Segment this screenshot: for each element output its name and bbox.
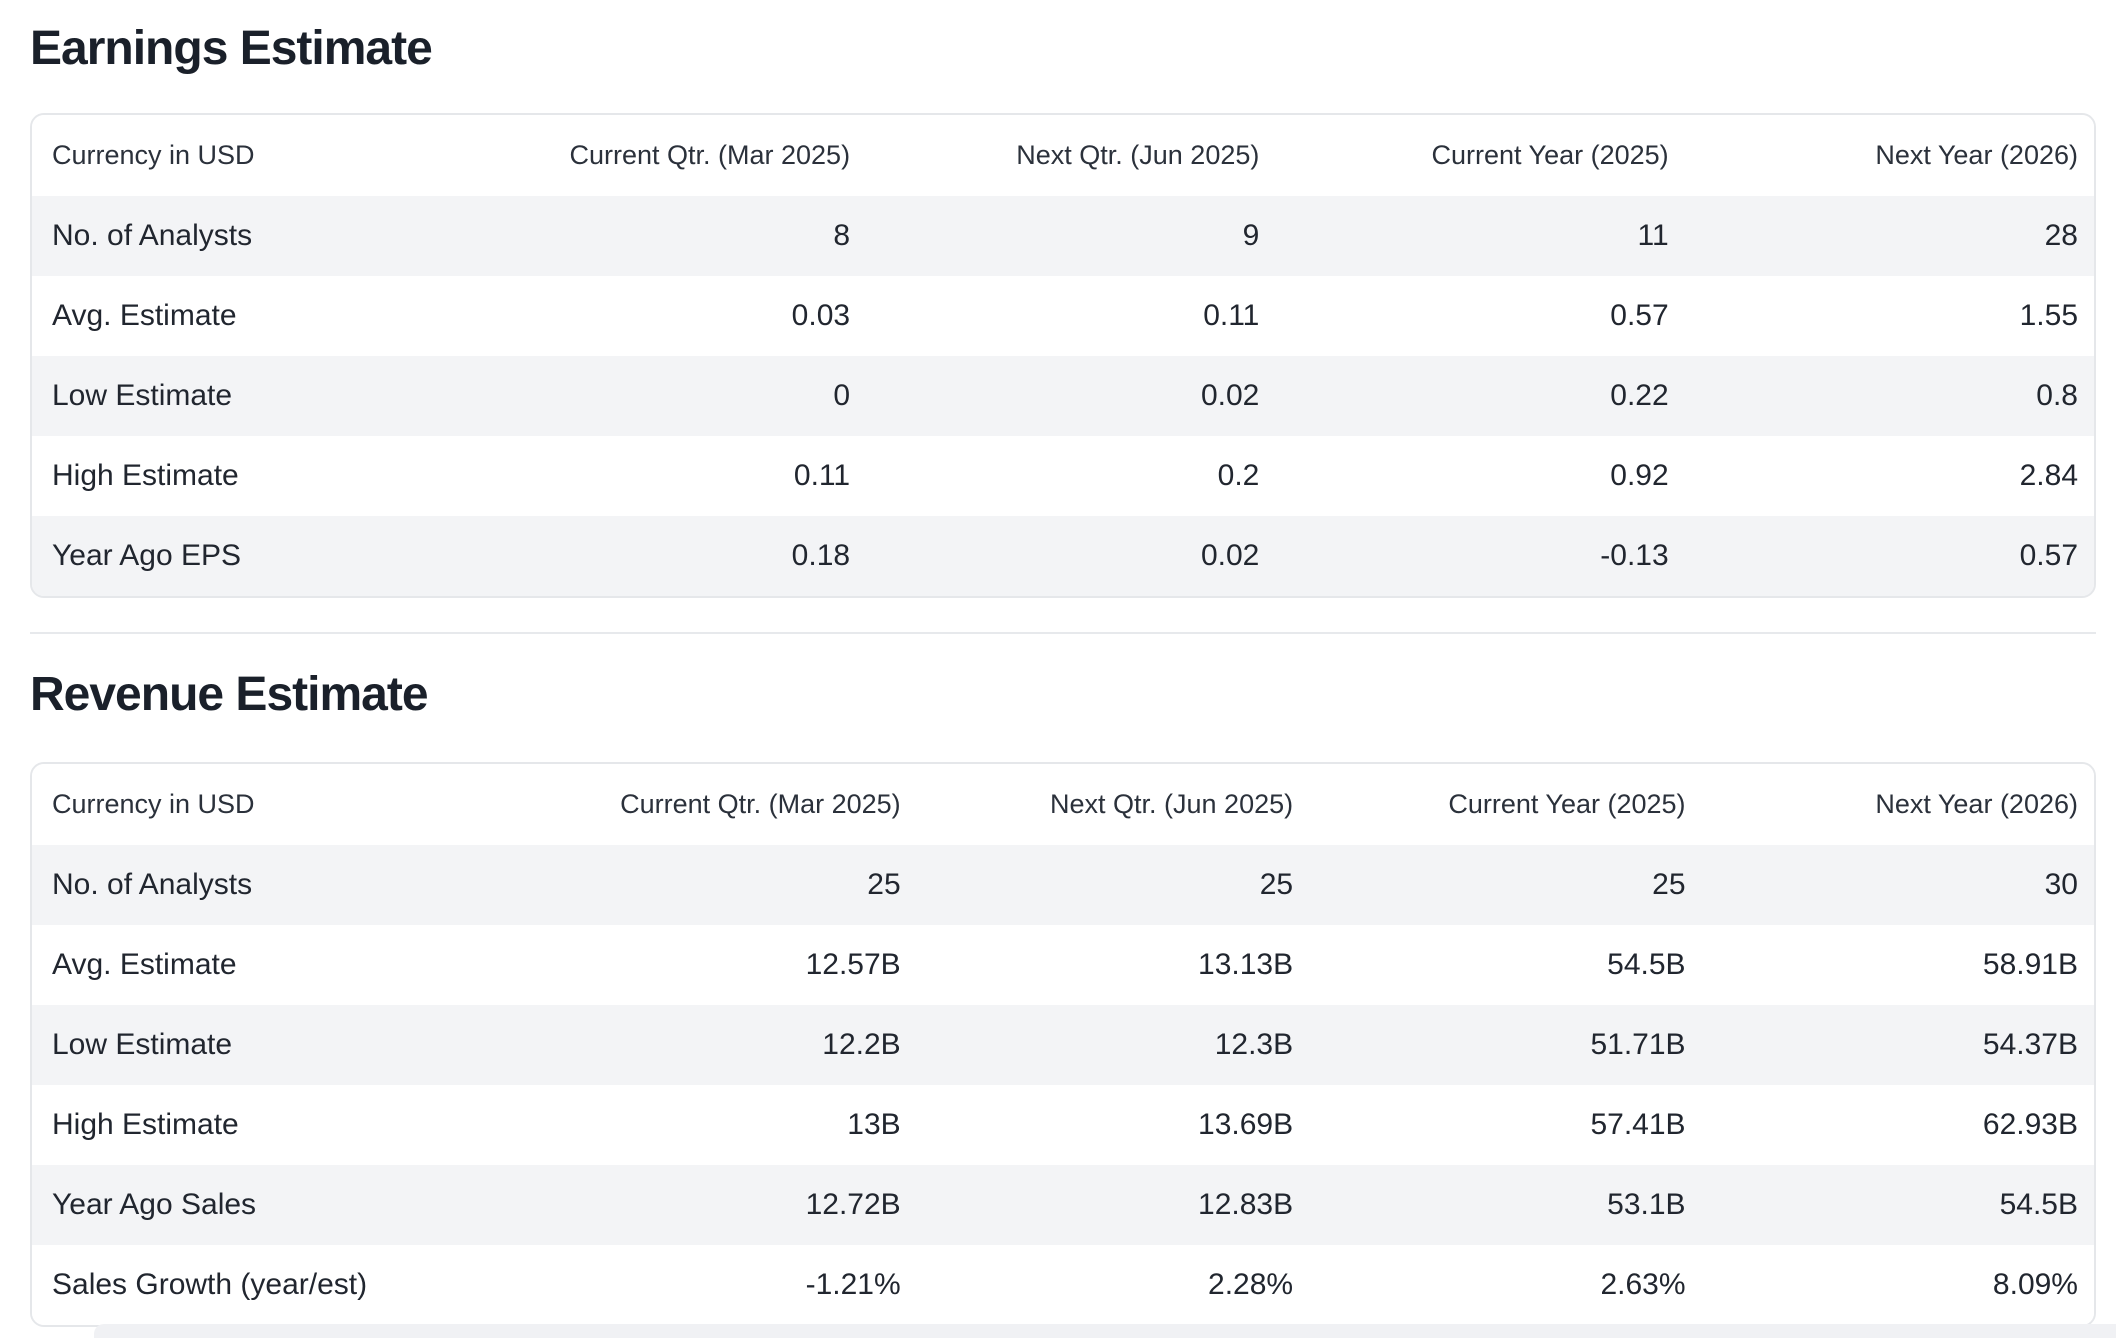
column-header-current-qtr: Current Qtr. (Mar 2025): [524, 764, 917, 845]
table-row: Avg. Estimate 12.57B 13.13B 54.5B 58.91B: [32, 925, 2094, 1005]
cell-value: 30: [1701, 845, 2094, 925]
table-row: No. of Analysts 8 9 11 28: [32, 196, 2094, 276]
cell-value: 0.92: [1275, 436, 1685, 516]
cell-value: 1.55: [1684, 276, 2094, 356]
cell-value: 51.71B: [1309, 1005, 1702, 1085]
cell-value: 0.57: [1275, 276, 1685, 356]
table-row: Low Estimate 0 0.02 0.22 0.8: [32, 356, 2094, 436]
earnings-table-body: No. of Analysts 8 9 11 28 Avg. Estimate 0.03 0.…: [32, 196, 2094, 596]
cell-value: 2.84: [1684, 436, 2094, 516]
cell-value: 62.93B: [1701, 1085, 2094, 1165]
revenue-estimate-title: Revenue Estimate: [30, 668, 429, 721]
cell-value: 0.2: [866, 436, 1276, 516]
cell-value: 9: [866, 196, 1276, 276]
cell-value: -1.21%: [524, 1245, 917, 1325]
earnings-estimate-title: Earnings Estimate: [30, 22, 433, 75]
cell-value: 0.02: [866, 356, 1276, 436]
cell-value: 57.41B: [1309, 1085, 1702, 1165]
cell-value: 2.63%: [1309, 1245, 1702, 1325]
row-label: No. of Analysts: [32, 196, 457, 276]
table-row: High Estimate 13B 13.69B 57.41B 62.93B: [32, 1085, 2094, 1165]
cell-value: 25: [1309, 845, 1702, 925]
cell-value: 0.11: [866, 276, 1276, 356]
cell-value: 13.69B: [916, 1085, 1310, 1165]
next-section-peek: [94, 1324, 2116, 1338]
row-label: High Estimate: [32, 1085, 525, 1165]
cell-value: 12.57B: [524, 925, 917, 1005]
row-label: Avg. Estimate: [32, 925, 525, 1005]
row-label: High Estimate: [32, 436, 457, 516]
section-earnings-estimate: Earnings Estimate Currency in USD Curren…: [30, 20, 2096, 598]
column-header-next-qtr: Next Qtr. (Jun 2025): [916, 764, 1310, 845]
cell-value: 2.28%: [916, 1245, 1310, 1325]
row-label: No. of Analysts: [32, 845, 525, 925]
table-row: Year Ago Sales 12.72B 12.83B 53.1B 54.5B: [32, 1165, 2094, 1245]
revenue-estimate-table: Currency in USD Current Qtr. (Mar 2025) …: [32, 764, 2094, 1325]
cell-value: 28: [1684, 196, 2094, 276]
cell-value: 58.91B: [1701, 925, 2094, 1005]
cell-value: 54.5B: [1701, 1165, 2094, 1245]
revenue-table-header: Currency in USD Current Qtr. (Mar 2025) …: [32, 764, 2094, 845]
column-header-current-qtr: Current Qtr. (Mar 2025): [456, 115, 867, 196]
column-header-next-year: Next Year (2026): [1701, 764, 2094, 845]
cell-value: 54.37B: [1701, 1005, 2094, 1085]
cell-value: 0.22: [1275, 356, 1685, 436]
cell-value: -0.13: [1275, 516, 1685, 596]
section-revenue-estimate: Revenue Estimate Currency in USD Current…: [30, 666, 2096, 1327]
table-row: Year Ago EPS 0.18 0.02 -0.13 0.57: [32, 516, 2094, 596]
table-row: Avg. Estimate 0.03 0.11 0.57 1.55: [32, 276, 2094, 356]
earnings-estimate-table: Currency in USD Current Qtr. (Mar 2025) …: [32, 115, 2094, 596]
column-header-current-year: Current Year (2025): [1309, 764, 1702, 845]
row-label: Year Ago Sales: [32, 1165, 525, 1245]
cell-value: 8: [456, 196, 867, 276]
cell-value: 0.02: [866, 516, 1276, 596]
cell-value: 54.5B: [1309, 925, 1702, 1005]
section-divider: [30, 632, 2096, 634]
cell-value: 0.57: [1684, 516, 2094, 596]
header-row: Currency in USD Current Qtr. (Mar 2025) …: [32, 764, 2094, 845]
cell-value: 25: [524, 845, 917, 925]
cell-value: 25: [916, 845, 1310, 925]
header-row: Currency in USD Current Qtr. (Mar 2025) …: [32, 115, 2094, 196]
cell-value: 0.11: [456, 436, 867, 516]
cell-value: 0.18: [456, 516, 867, 596]
row-label: Low Estimate: [32, 1005, 525, 1085]
table-row: No. of Analysts 25 25 25 30: [32, 845, 2094, 925]
row-label: Sales Growth (year/est): [32, 1245, 525, 1325]
column-header-next-year: Next Year (2026): [1684, 115, 2094, 196]
column-header-currency: Currency in USD: [32, 115, 457, 196]
cell-value: 8.09%: [1701, 1245, 2094, 1325]
table-row: Sales Growth (year/est) -1.21% 2.28% 2.63% 8…: [32, 1245, 2094, 1325]
revenue-table-body: No. of Analysts 25 25 25 30 Avg. Estimate 12.5…: [32, 845, 2094, 1325]
revenue-estimate-card: Currency in USD Current Qtr. (Mar 2025) …: [30, 762, 2096, 1327]
cell-value: 0.03: [456, 276, 867, 356]
cell-value: 0: [456, 356, 867, 436]
earnings-estimate-card: Currency in USD Current Qtr. (Mar 2025) …: [30, 113, 2096, 598]
cell-value: 13.13B: [916, 925, 1310, 1005]
cell-value: 12.83B: [916, 1165, 1310, 1245]
column-header-current-year: Current Year (2025): [1275, 115, 1685, 196]
cell-value: 53.1B: [1309, 1165, 1702, 1245]
cell-value: 12.3B: [916, 1005, 1310, 1085]
cell-value: 11: [1275, 196, 1685, 276]
earnings-table-header: Currency in USD Current Qtr. (Mar 2025) …: [32, 115, 2094, 196]
row-label: Low Estimate: [32, 356, 457, 436]
cell-value: 13B: [524, 1085, 917, 1165]
column-header-next-qtr: Next Qtr. (Jun 2025): [866, 115, 1276, 196]
column-header-currency: Currency in USD: [32, 764, 525, 845]
cell-value: 12.72B: [524, 1165, 917, 1245]
table-row: Low Estimate 12.2B 12.3B 51.71B 54.37B: [32, 1005, 2094, 1085]
cell-value: 0.8: [1684, 356, 2094, 436]
row-label: Avg. Estimate: [32, 276, 457, 356]
table-row: High Estimate 0.11 0.2 0.92 2.84: [32, 436, 2094, 516]
row-label: Year Ago EPS: [32, 516, 457, 596]
cell-value: 12.2B: [524, 1005, 917, 1085]
